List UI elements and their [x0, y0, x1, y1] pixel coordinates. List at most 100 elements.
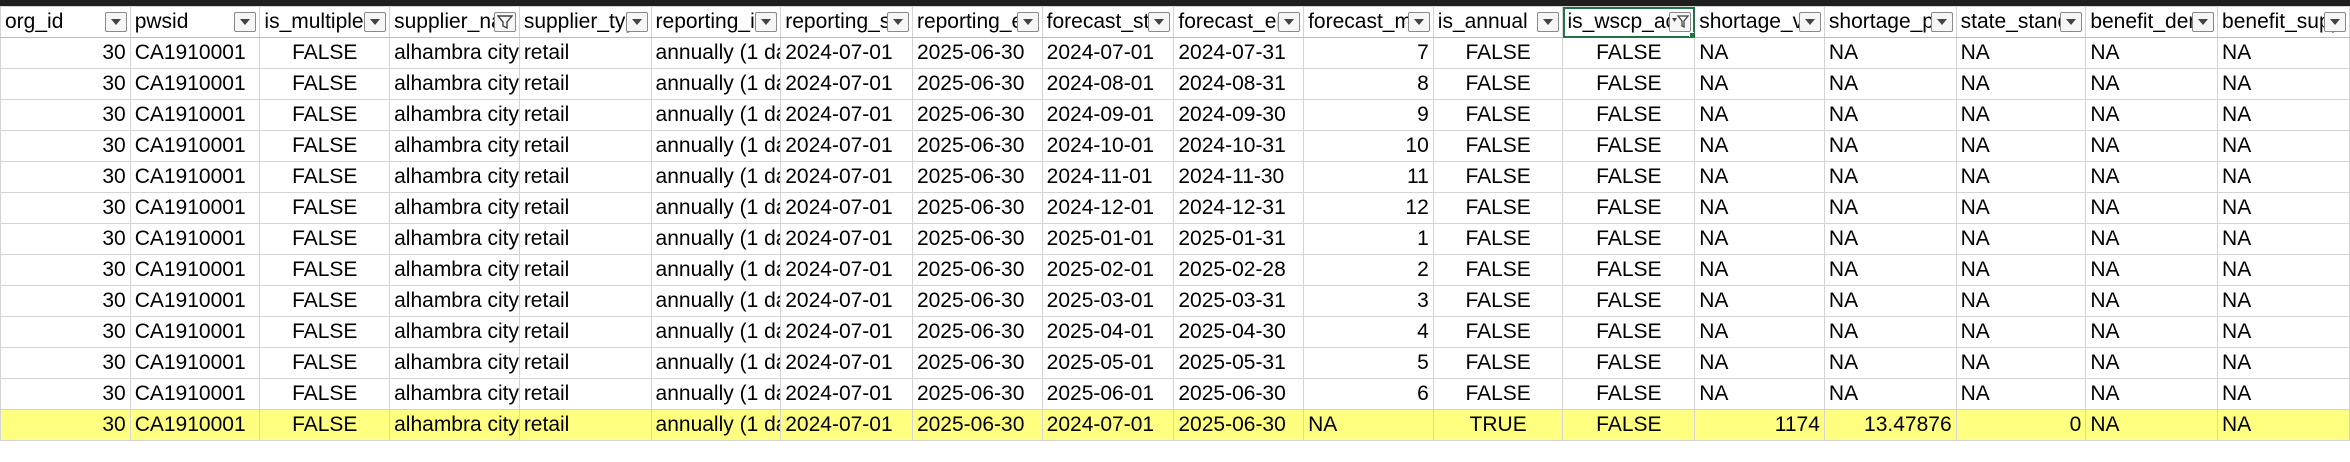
filter-dropdown-icon[interactable] [234, 12, 257, 32]
cell-forecast-end[interactable]: 2025-04-30 [1173, 316, 1305, 348]
cell-is-annual[interactable]: FALSE [1432, 68, 1564, 100]
cell-state-standard[interactable]: NA [1955, 378, 2087, 410]
cell-forecast-month[interactable]: 8 [1303, 68, 1434, 100]
column-header-reporting-interval[interactable]: reporting_interval [650, 6, 782, 38]
cell-org-id[interactable]: 30 [0, 161, 131, 193]
cell-benefit-supply[interactable]: NA [2217, 285, 2350, 317]
cell-state-standard[interactable]: NA [1955, 161, 2087, 193]
cell-supplier-name[interactable]: alhambra city of [389, 161, 520, 193]
cell-shortage-volume[interactable]: NA [1694, 285, 1825, 317]
cell-forecast-month[interactable]: 10 [1303, 130, 1434, 162]
cell-shortage-percent[interactable]: NA [1823, 285, 1957, 317]
cell-shortage-percent[interactable]: NA [1823, 99, 1957, 131]
cell-is-multiple[interactable]: FALSE [259, 192, 391, 224]
column-header-shortage-percent[interactable]: shortage_percent [1823, 6, 1957, 38]
cell-supplier-type[interactable]: retail [518, 316, 652, 348]
filter-dropdown-icon[interactable] [2060, 12, 2083, 32]
cell-is-wscp-action[interactable]: FALSE [1562, 254, 1696, 286]
cell-org-id[interactable]: 30 [0, 347, 131, 379]
column-header-is-annual[interactable]: is_annual [1432, 6, 1564, 38]
cell-is-annual[interactable]: TRUE [1432, 409, 1564, 441]
cell-forecast-end[interactable]: 2024-10-31 [1173, 130, 1305, 162]
column-header-reporting-end[interactable]: reporting_end [911, 6, 1043, 38]
cell-pwsid[interactable]: CA1910001 [129, 223, 261, 255]
cell-supplier-name[interactable]: alhambra city of [389, 285, 520, 317]
cell-reporting-start[interactable]: 2024-07-01 [780, 254, 913, 286]
cell-shortage-percent[interactable]: NA [1823, 316, 1957, 348]
cell-forecast-month[interactable]: 3 [1303, 285, 1434, 317]
cell-is-annual[interactable]: FALSE [1432, 316, 1564, 348]
cell-is-wscp-action[interactable]: FALSE [1562, 68, 1696, 100]
cell-is-wscp-action[interactable]: FALSE [1562, 347, 1696, 379]
cell-forecast-start[interactable]: 2025-05-01 [1041, 347, 1175, 379]
cell-pwsid[interactable]: CA1910001 [129, 99, 261, 131]
cell-is-wscp-action[interactable]: FALSE [1562, 223, 1696, 255]
cell-is-multiple[interactable]: FALSE [259, 130, 391, 162]
cell-forecast-start[interactable]: 2024-12-01 [1041, 192, 1175, 224]
filter-dropdown-icon[interactable] [1537, 12, 1560, 32]
cell-pwsid[interactable]: CA1910001 [129, 285, 261, 317]
cell-benefit-demand[interactable]: NA [2085, 192, 2219, 224]
cell-supplier-type[interactable]: retail [518, 130, 652, 162]
cell-is-multiple[interactable]: FALSE [259, 99, 391, 131]
cell-reporting-end[interactable]: 2025-06-30 [911, 130, 1043, 162]
cell-supplier-name[interactable]: alhambra city of [389, 130, 520, 162]
cell-state-standard[interactable]: NA [1955, 254, 2087, 286]
cell-is-wscp-action[interactable]: FALSE [1562, 285, 1696, 317]
cell-supplier-type[interactable]: retail [518, 254, 652, 286]
filter-dropdown-icon[interactable] [1798, 12, 1821, 32]
cell-forecast-end[interactable]: 2025-01-31 [1173, 223, 1305, 255]
cell-is-annual[interactable]: FALSE [1432, 192, 1564, 224]
cell-reporting-start[interactable]: 2024-07-01 [780, 409, 913, 441]
cell-state-standard[interactable]: NA [1955, 37, 2087, 69]
cell-reporting-start[interactable]: 2024-07-01 [780, 347, 913, 379]
column-header-benefit-demand[interactable]: benefit_demand [2085, 6, 2219, 38]
cell-shortage-percent[interactable]: NA [1823, 161, 1957, 193]
cell-shortage-volume[interactable]: NA [1694, 223, 1825, 255]
cell-forecast-start[interactable]: 2025-04-01 [1041, 316, 1175, 348]
cell-shortage-volume[interactable]: NA [1694, 347, 1825, 379]
cell-state-standard[interactable]: NA [1955, 316, 2087, 348]
column-header-state-standard[interactable]: state_standard [1955, 6, 2087, 38]
cell-is-multiple[interactable]: FALSE [259, 347, 391, 379]
cell-org-id[interactable]: 30 [0, 409, 131, 441]
cell-is-annual[interactable]: FALSE [1432, 285, 1564, 317]
cell-reporting-end[interactable]: 2025-06-30 [911, 409, 1043, 441]
cell-shortage-percent[interactable]: 13.47876 [1823, 409, 1957, 441]
cell-is-multiple[interactable]: FALSE [259, 409, 391, 441]
filter-dropdown-icon[interactable] [1407, 12, 1430, 32]
cell-reporting-end[interactable]: 2025-06-30 [911, 347, 1043, 379]
cell-shortage-volume[interactable]: NA [1694, 130, 1825, 162]
cell-org-id[interactable]: 30 [0, 68, 131, 100]
cell-reporting-end[interactable]: 2025-06-30 [911, 161, 1043, 193]
column-header-forecast-end[interactable]: forecast_end [1173, 6, 1305, 38]
cell-is-wscp-action[interactable]: FALSE [1562, 192, 1696, 224]
cell-forecast-end[interactable]: 2025-05-31 [1173, 347, 1305, 379]
cell-forecast-end[interactable]: 2024-08-31 [1173, 68, 1305, 100]
filter-dropdown-icon[interactable] [104, 12, 127, 32]
cell-forecast-month[interactable]: 11 [1303, 161, 1434, 193]
cell-is-annual[interactable]: FALSE [1432, 254, 1564, 286]
column-header-benefit-supply[interactable]: benefit_supply [2217, 6, 2350, 38]
cell-benefit-supply[interactable]: NA [2217, 192, 2350, 224]
filter-dropdown-icon[interactable] [364, 12, 387, 32]
column-header-shortage-volume[interactable]: shortage_volume [1694, 6, 1825, 38]
cell-is-multiple[interactable]: FALSE [259, 254, 391, 286]
cell-org-id[interactable]: 30 [0, 378, 131, 410]
cell-is-wscp-action[interactable]: FALSE [1562, 161, 1696, 193]
cell-benefit-supply[interactable]: NA [2217, 378, 2350, 410]
cell-reporting-end[interactable]: 2025-06-30 [911, 68, 1043, 100]
cell-pwsid[interactable]: CA1910001 [129, 254, 261, 286]
cell-state-standard[interactable]: NA [1955, 347, 2087, 379]
cell-is-multiple[interactable]: FALSE [259, 378, 391, 410]
sort-filter-active-icon[interactable] [1669, 12, 1692, 32]
cell-reporting-interval[interactable]: annually (1 day) [650, 68, 782, 100]
cell-forecast-end[interactable]: 2024-07-31 [1173, 37, 1305, 69]
cell-forecast-month[interactable]: 7 [1303, 37, 1434, 69]
cell-supplier-name[interactable]: alhambra city of [389, 192, 520, 224]
cell-shortage-percent[interactable]: NA [1823, 130, 1957, 162]
cell-reporting-start[interactable]: 2024-07-01 [780, 316, 913, 348]
cell-forecast-month[interactable]: NA [1303, 409, 1434, 441]
cell-is-wscp-action[interactable]: FALSE [1562, 316, 1696, 348]
cell-benefit-supply[interactable]: NA [2217, 130, 2350, 162]
